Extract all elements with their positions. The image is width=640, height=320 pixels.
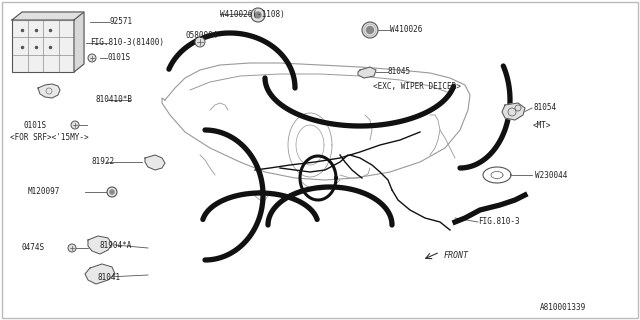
Text: 0101S: 0101S	[107, 53, 130, 62]
Circle shape	[362, 22, 378, 38]
Text: W410026: W410026	[390, 26, 422, 35]
Text: 81922: 81922	[92, 157, 115, 166]
Text: 92571: 92571	[110, 18, 133, 27]
Polygon shape	[85, 264, 115, 284]
Text: W410026(-1108): W410026(-1108)	[220, 10, 285, 19]
Polygon shape	[145, 155, 165, 170]
Circle shape	[68, 244, 76, 252]
Text: 81041: 81041	[97, 273, 120, 282]
Polygon shape	[358, 67, 376, 78]
Text: W230044: W230044	[535, 171, 568, 180]
Text: <MT>: <MT>	[533, 122, 552, 131]
Bar	[12, 20, 74, 72]
Text: 0580004: 0580004	[185, 30, 218, 39]
Text: 810410*B: 810410*B	[95, 95, 132, 105]
Text: FRONT: FRONT	[444, 252, 469, 260]
Circle shape	[107, 187, 117, 197]
Polygon shape	[88, 236, 112, 254]
Text: M120097: M120097	[28, 188, 60, 196]
Circle shape	[71, 121, 79, 129]
Circle shape	[110, 190, 114, 194]
Polygon shape	[502, 103, 525, 120]
Text: FIG.810-3: FIG.810-3	[478, 218, 520, 227]
Circle shape	[251, 8, 265, 22]
Text: 0474S: 0474S	[22, 244, 45, 252]
Circle shape	[195, 37, 205, 47]
Text: 0101S: 0101S	[24, 121, 47, 130]
Text: 81045: 81045	[388, 68, 411, 76]
Polygon shape	[74, 12, 84, 72]
Polygon shape	[12, 12, 84, 20]
Circle shape	[88, 54, 96, 62]
Text: A810001339: A810001339	[540, 303, 586, 313]
Circle shape	[367, 27, 374, 34]
Text: <EXC, WIPER DEICER>: <EXC, WIPER DEICER>	[373, 82, 461, 91]
Polygon shape	[38, 84, 60, 98]
Text: FIG.810-3(81400): FIG.810-3(81400)	[90, 38, 164, 47]
Text: 81904*A: 81904*A	[100, 241, 132, 250]
Text: 81054: 81054	[533, 103, 556, 113]
Text: <FOR SRF><'15MY->: <FOR SRF><'15MY->	[10, 132, 88, 141]
Circle shape	[255, 12, 261, 18]
